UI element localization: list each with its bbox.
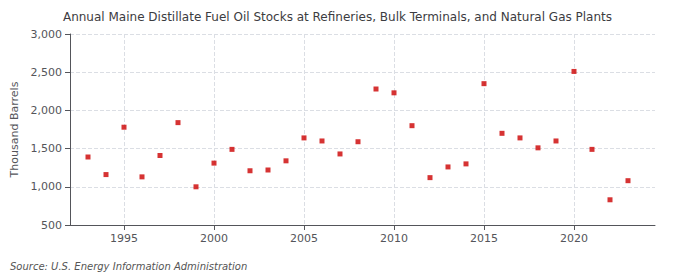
svg-text:3,000: 3,000: [31, 28, 63, 41]
svg-text:2005: 2005: [290, 232, 318, 245]
svg-text:1,000: 1,000: [31, 180, 63, 193]
svg-text:2,000: 2,000: [31, 104, 63, 117]
svg-text:2020: 2020: [560, 232, 588, 245]
svg-text:2000: 2000: [200, 232, 228, 245]
svg-text:Annual Maine Distillate Fuel O: Annual Maine Distillate Fuel Oil Stocks …: [63, 10, 612, 24]
svg-text:2010: 2010: [380, 232, 408, 245]
svg-text:500: 500: [41, 219, 62, 232]
svg-text:Thousand Barrels: Thousand Barrels: [8, 81, 21, 178]
svg-text:2,500: 2,500: [31, 66, 63, 79]
svg-text:1995: 1995: [110, 232, 138, 245]
svg-text:Source: U.S. Energy Informatio: Source: U.S. Energy Information Administ…: [10, 261, 247, 272]
svg-text:2015: 2015: [470, 232, 498, 245]
svg-text:1,500: 1,500: [31, 142, 63, 155]
